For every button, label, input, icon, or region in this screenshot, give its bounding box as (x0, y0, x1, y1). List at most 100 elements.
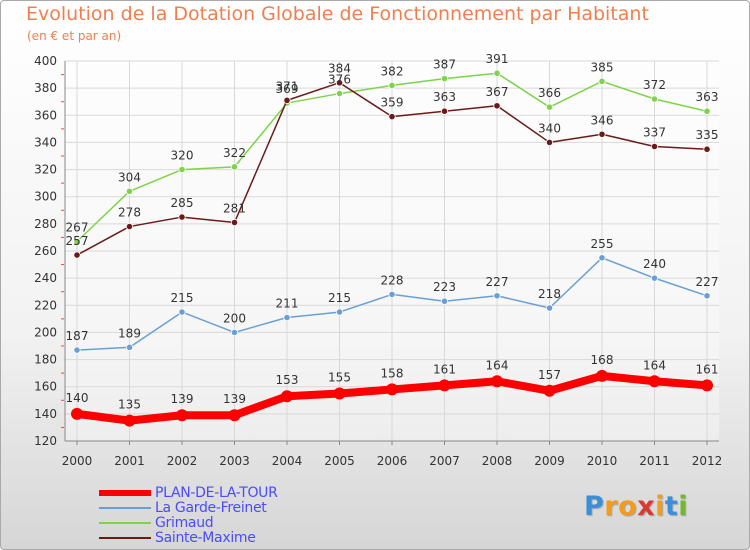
data-label-grimaud: 304 (118, 170, 141, 184)
data-point-grimaud (230, 163, 239, 171)
data-label-grimaud: 322 (223, 146, 246, 160)
legend-swatch-sainte-maxime (99, 537, 151, 539)
data-point-plan-de-la-tour (281, 390, 293, 403)
data-point-plan-de-la-tour (228, 409, 241, 422)
data-label-grimaud: 366 (538, 86, 561, 100)
y-tick-label: 120 (34, 434, 57, 448)
legend-swatch-plan-de-la-tour (99, 490, 151, 496)
data-label-grimaud: 385 (591, 60, 614, 74)
legend-swatch-grimaud (99, 522, 151, 524)
data-label-grimaud: 267 (66, 221, 89, 235)
data-point-grimaud (125, 187, 134, 195)
data-point-plan-de-la-tour (491, 375, 503, 388)
data-point-la-garde-freinet (125, 343, 134, 351)
data-label-plan-de-la-tour: 139 (223, 392, 246, 406)
data-point-sainte-maxime (283, 96, 291, 104)
data-point-plan-de-la-tour (176, 409, 188, 422)
data-point-grimaud (598, 77, 606, 85)
data-label-sainte-maxime: 335 (696, 128, 719, 142)
x-tick-label: 2008 (482, 454, 513, 468)
data-point-plan-de-la-tour (701, 379, 713, 392)
data-label-grimaud: 369 (276, 82, 299, 96)
data-point-grimaud (73, 237, 81, 246)
data-label-la-garde-freinet: 240 (643, 257, 666, 271)
data-point-plan-de-la-tour (333, 387, 346, 400)
data-label-la-garde-freinet: 227 (696, 275, 719, 289)
data-label-sainte-maxime: 278 (118, 206, 141, 220)
data-point-plan-de-la-tour (71, 407, 83, 420)
data-point-grimaud (493, 69, 501, 77)
data-point-plan-de-la-tour (596, 369, 608, 382)
data-point-sainte-maxime (545, 138, 554, 147)
data-point-plan-de-la-tour (438, 379, 451, 392)
chart-title: Evolution de la Dotation Globale de Fonc… (26, 3, 649, 25)
data-point-sainte-maxime (440, 107, 449, 115)
data-label-grimaud: 376 (328, 73, 351, 87)
y-tick-label: 400 (34, 54, 57, 68)
legend-label-sainte-maxime: Sainte-Maxime (155, 530, 256, 546)
data-label-sainte-maxime: 359 (381, 96, 404, 110)
data-label-sainte-maxime: 346 (591, 113, 614, 127)
proxiti-logo: Proxiti (584, 491, 688, 522)
data-point-sainte-maxime (73, 251, 81, 259)
data-label-sainte-maxime: 340 (538, 121, 561, 135)
data-label-la-garde-freinet: 223 (433, 280, 456, 294)
y-tick-label: 340 (34, 135, 57, 149)
y-tick-label: 160 (34, 380, 57, 394)
data-point-plan-de-la-tour (123, 414, 136, 427)
data-point-sainte-maxime (598, 130, 606, 138)
legend-label-la-garde-freinet: La Garde-Freinet (155, 500, 267, 516)
data-label-plan-de-la-tour: 140 (66, 391, 89, 405)
data-label-grimaud: 391 (486, 52, 509, 66)
logo-letter: o (618, 491, 638, 522)
data-label-plan-de-la-tour: 161 (696, 362, 719, 376)
data-label-sainte-maxime: 337 (643, 126, 666, 140)
data-label-sainte-maxime: 384 (328, 62, 351, 76)
x-tick-label: 2009 (534, 454, 565, 468)
data-label-plan-de-la-tour: 164 (643, 358, 666, 372)
data-label-la-garde-freinet: 215 (328, 291, 351, 305)
data-point-grimaud (650, 95, 659, 103)
data-label-grimaud: 372 (643, 78, 666, 92)
data-label-grimaud: 387 (433, 58, 456, 72)
y-tick-label: 260 (34, 244, 57, 258)
legend-swatch-la-garde-freinet (99, 507, 151, 509)
data-label-grimaud: 320 (171, 149, 194, 163)
data-point-la-garde-freinet (230, 328, 239, 337)
y-tick-label: 240 (34, 271, 57, 285)
data-point-sainte-maxime (178, 213, 186, 221)
data-label-la-garde-freinet: 187 (66, 329, 89, 343)
y-tick-label: 380 (34, 81, 57, 95)
data-label-la-garde-freinet: 218 (538, 287, 561, 301)
data-point-grimaud (703, 107, 711, 115)
y-tick-label: 180 (34, 353, 57, 367)
data-point-sainte-maxime (230, 218, 239, 227)
legend-label-grimaud: Grimaud (155, 515, 214, 531)
data-point-grimaud (440, 75, 449, 83)
data-label-grimaud: 382 (381, 64, 404, 78)
data-label-grimaud: 363 (696, 90, 719, 104)
y-tick-label: 200 (34, 325, 57, 339)
data-point-la-garde-freinet (703, 292, 711, 300)
data-label-plan-de-la-tour: 155 (328, 371, 351, 385)
data-label-plan-de-la-tour: 164 (486, 358, 509, 372)
y-tick-label: 360 (34, 108, 57, 122)
x-tick-label: 2006 (377, 454, 408, 468)
x-tick-label: 2010 (587, 454, 618, 468)
data-point-la-garde-freinet (440, 297, 449, 305)
data-label-sainte-maxime: 367 (486, 85, 509, 99)
data-label-sainte-maxime: 281 (223, 202, 246, 216)
data-label-sainte-maxime: 363 (433, 90, 456, 104)
chart-subtitle: (en € et par an) (27, 29, 122, 43)
x-tick-label: 2003 (219, 454, 250, 468)
data-label-plan-de-la-tour: 157 (538, 368, 561, 382)
x-tick-label: 2001 (114, 454, 145, 468)
data-point-grimaud (335, 89, 344, 98)
y-tick-label: 280 (34, 217, 57, 231)
data-point-la-garde-freinet (73, 346, 81, 354)
data-label-la-garde-freinet: 200 (223, 311, 246, 325)
y-tick-label: 220 (34, 298, 57, 312)
data-label-plan-de-la-tour: 135 (118, 398, 141, 412)
x-tick-label: 2007 (429, 454, 460, 468)
